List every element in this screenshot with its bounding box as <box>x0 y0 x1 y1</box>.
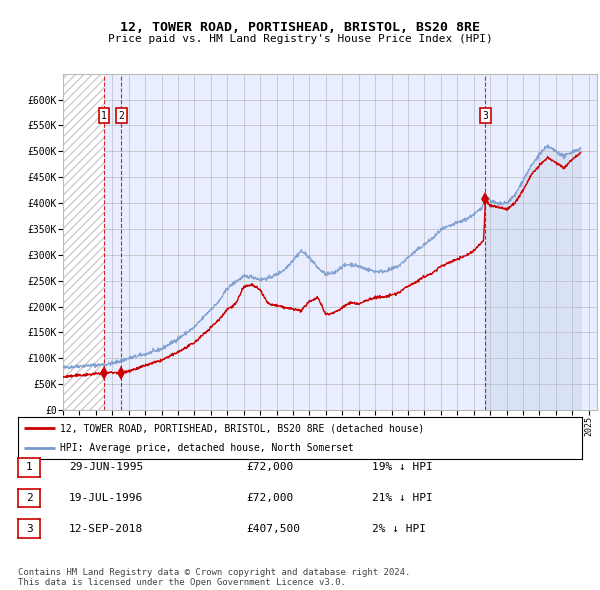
Text: £72,000: £72,000 <box>246 463 293 472</box>
Text: 3: 3 <box>482 111 488 121</box>
Text: 1: 1 <box>26 463 32 472</box>
Text: 12-SEP-2018: 12-SEP-2018 <box>69 524 143 533</box>
Text: 19-JUL-1996: 19-JUL-1996 <box>69 493 143 503</box>
Text: 2: 2 <box>118 111 124 121</box>
Text: 1: 1 <box>101 111 107 121</box>
Text: 19% ↓ HPI: 19% ↓ HPI <box>372 463 433 472</box>
Text: £72,000: £72,000 <box>246 493 293 503</box>
Text: 12, TOWER ROAD, PORTISHEAD, BRISTOL, BS20 8RE: 12, TOWER ROAD, PORTISHEAD, BRISTOL, BS2… <box>120 21 480 34</box>
Text: 2: 2 <box>26 493 32 503</box>
Text: 21% ↓ HPI: 21% ↓ HPI <box>372 493 433 503</box>
Text: 29-JUN-1995: 29-JUN-1995 <box>69 463 143 472</box>
Text: £407,500: £407,500 <box>246 524 300 533</box>
Text: 3: 3 <box>26 524 32 533</box>
Text: 12, TOWER ROAD, PORTISHEAD, BRISTOL, BS20 8RE (detached house): 12, TOWER ROAD, PORTISHEAD, BRISTOL, BS2… <box>60 423 425 433</box>
Text: HPI: Average price, detached house, North Somerset: HPI: Average price, detached house, Nort… <box>60 444 354 453</box>
Text: Price paid vs. HM Land Registry's House Price Index (HPI): Price paid vs. HM Land Registry's House … <box>107 34 493 44</box>
Text: 2% ↓ HPI: 2% ↓ HPI <box>372 524 426 533</box>
Text: Contains HM Land Registry data © Crown copyright and database right 2024.
This d: Contains HM Land Registry data © Crown c… <box>18 568 410 587</box>
